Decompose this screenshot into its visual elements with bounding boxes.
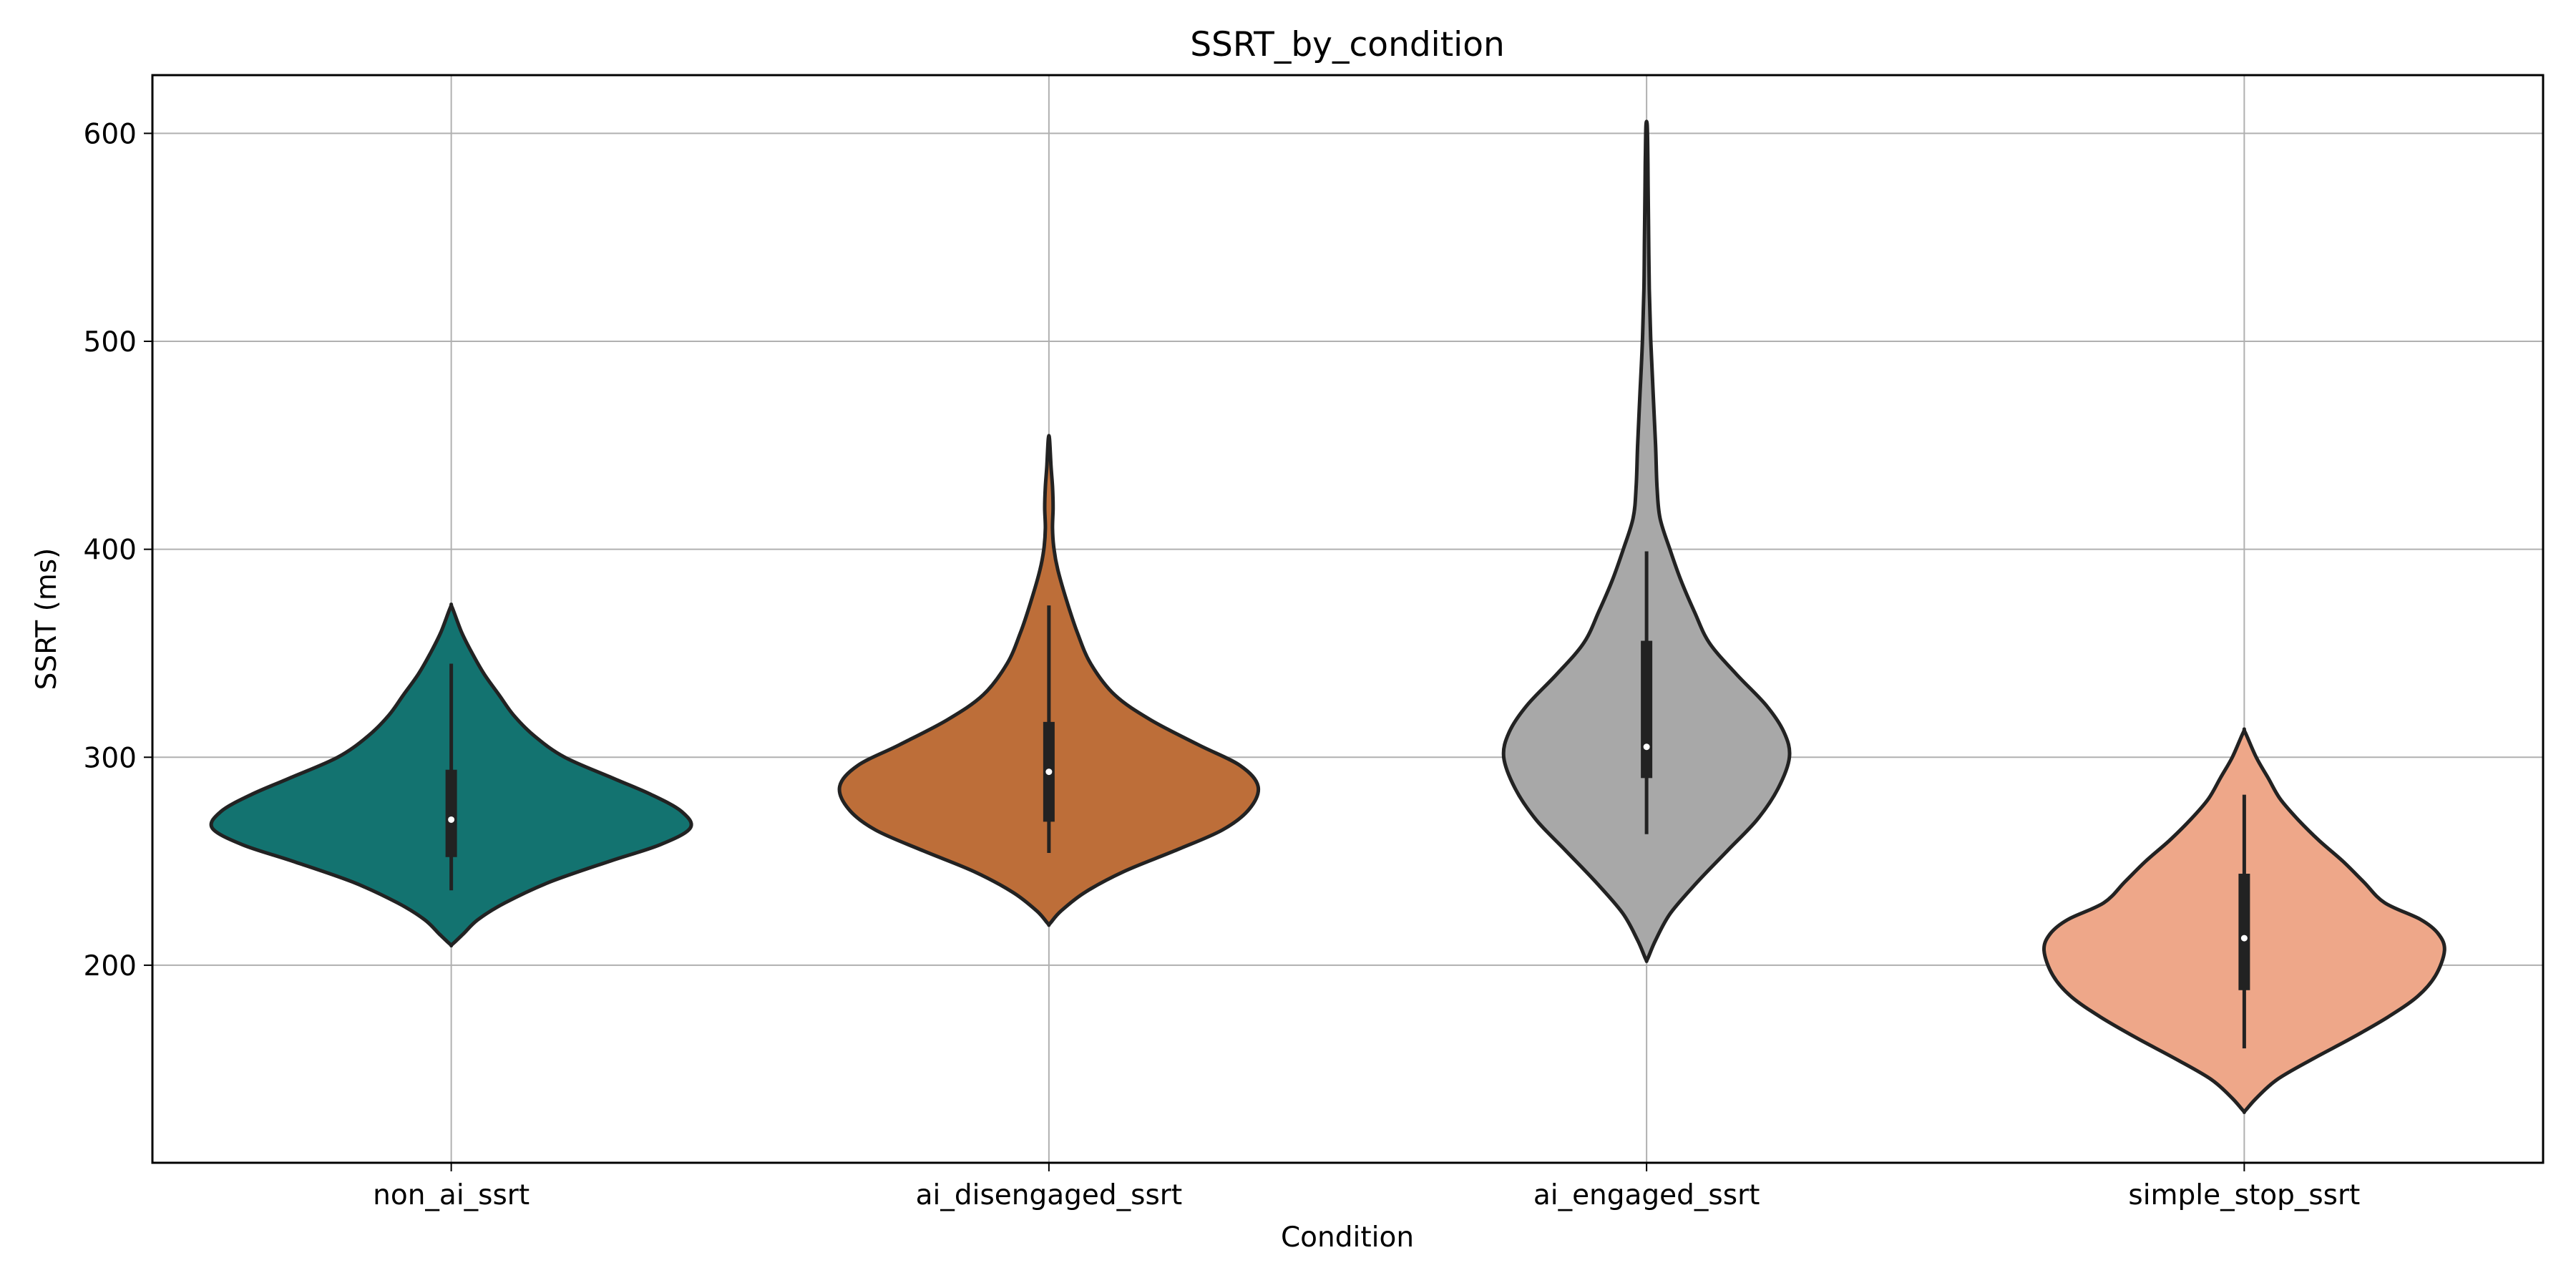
x-tick-label: ai_disengaged_ssrt (916, 1179, 1182, 1211)
chart-title: SSRT_by_condition (1190, 25, 1505, 64)
violin-layer (209, 119, 2446, 1114)
iqr-box-simple_stop_ssrt (2238, 874, 2250, 990)
median-point-ai_disengaged_ssrt (1045, 769, 1053, 776)
y-tick-label: 300 (84, 742, 137, 774)
x-tick-label: ai_engaged_ssrt (1533, 1179, 1760, 1211)
box-layer (445, 551, 2250, 1049)
median-point-ai_engaged_ssrt (1643, 743, 1650, 751)
x-tick-label: non_ai_ssrt (373, 1179, 530, 1211)
y-tick-label: 400 (84, 535, 137, 567)
iqr-box-ai_engaged_ssrt (1641, 640, 1653, 779)
violin-ai_engaged_ssrt (1501, 119, 1792, 963)
y-tick-label: 600 (84, 118, 137, 150)
iqr-box-non_ai_ssrt (445, 769, 457, 857)
y-tick-label: 200 (84, 950, 137, 982)
plot-frame (151, 74, 2545, 1164)
x-tick-label: simple_stop_ssrt (2128, 1179, 2360, 1211)
y-axis-ticks: 200 300 400 500 600 (84, 118, 152, 982)
x-axis-label: Condition (1281, 1221, 1414, 1254)
x-axis-ticks: non_ai_ssrt ai_disengaged_ssrt ai_engaged_… (373, 1163, 2360, 1211)
median-point-non_ai_ssrt (448, 816, 455, 823)
y-tick-label: 500 (84, 326, 137, 358)
median-point-simple_stop_ssrt (2240, 935, 2248, 942)
y-axis-label: SSRT (ms) (31, 548, 63, 691)
